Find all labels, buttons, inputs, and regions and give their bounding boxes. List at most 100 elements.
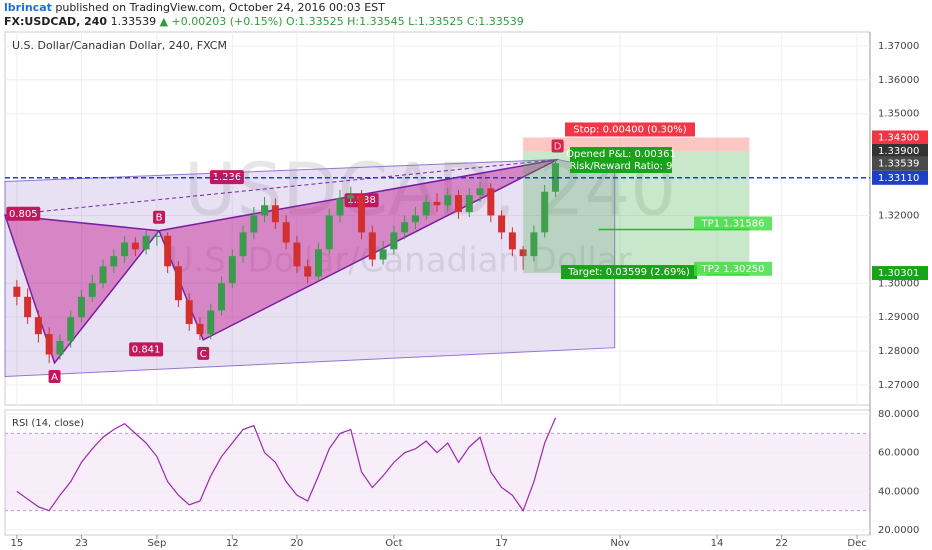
last: 1.33539 xyxy=(110,15,157,28)
point-label-box xyxy=(551,139,564,153)
candle-body xyxy=(379,249,387,260)
x-tick-label: 17 xyxy=(495,538,508,549)
x-tick-label: 14 xyxy=(711,538,724,549)
x-tick-label: 12 xyxy=(226,538,239,549)
y-tick-label: 80.0000 xyxy=(878,409,919,420)
candle-body xyxy=(541,191,549,233)
axis-label-box xyxy=(872,130,928,145)
candle-body xyxy=(465,195,473,213)
axis-label-box xyxy=(872,144,928,159)
candle-body xyxy=(99,266,107,284)
candle-body xyxy=(110,256,118,267)
candle-body xyxy=(336,198,344,216)
tp-label: TP2 1.30250 xyxy=(700,264,764,275)
axis-label: 1.34300 xyxy=(878,132,919,143)
y-tick-label: 1.36000 xyxy=(878,75,919,86)
tp-label: TP1 1.31586 xyxy=(700,218,764,229)
stop-text: Stop: 0.00400 (0.30%) xyxy=(573,124,686,135)
candle-body xyxy=(121,242,129,257)
candle-body xyxy=(24,296,32,318)
candle-body xyxy=(358,195,366,233)
point-label-box xyxy=(153,210,166,224)
x-tick-label: Oct xyxy=(385,538,402,549)
pattern-leg xyxy=(4,159,558,216)
x-tick-label: Sep xyxy=(147,538,166,549)
rr-text: Risk/Reward Ratio: 9 xyxy=(569,161,672,172)
point-label: A xyxy=(51,372,58,383)
axis-label: 1.33110 xyxy=(878,173,919,184)
point-label-box xyxy=(48,369,61,383)
point-label: D xyxy=(554,141,562,152)
candle-body xyxy=(239,232,247,257)
rsi-band xyxy=(5,433,870,511)
pnl-box xyxy=(570,147,672,174)
y-tick-label: 1.35000 xyxy=(878,109,919,120)
x-tick-label: 22 xyxy=(775,538,788,549)
candle-body xyxy=(498,215,506,233)
candle-body xyxy=(304,266,312,277)
change: ▲ +0.00203 (+0.15%) xyxy=(159,15,283,28)
point-label: B xyxy=(156,213,163,224)
y-tick-label: 60.0000 xyxy=(878,448,919,459)
axis-label-box xyxy=(872,156,928,171)
candle-body xyxy=(444,195,452,206)
axis-label: 1.33900 xyxy=(878,146,919,157)
ratio-box xyxy=(209,170,244,185)
target-text: Target: 0.03599 (2.69%) xyxy=(567,267,690,278)
x-tick-label: Dec xyxy=(847,538,866,549)
candle-body xyxy=(422,201,430,216)
axis-label: 1.30301 xyxy=(878,268,919,279)
candle-body xyxy=(67,317,75,341)
ohlc: O:1.33525 H:1.33545 L:1.33525 C:1.33539 xyxy=(285,15,524,28)
candle-body xyxy=(390,232,398,250)
x-tick-label: 20 xyxy=(291,538,304,549)
rsi-line xyxy=(16,417,557,512)
candle-body xyxy=(314,249,322,277)
y-tick-label: 1.29000 xyxy=(878,312,919,323)
candle-body xyxy=(261,205,269,216)
candle-body xyxy=(368,232,376,260)
tp-label-box xyxy=(694,216,772,231)
candle-body xyxy=(271,205,279,223)
candle-body xyxy=(164,235,172,267)
header: lbrincat published on TradingView.com, O… xyxy=(4,1,524,29)
y-tick-label: 1.32000 xyxy=(878,210,919,221)
y-tick-label: 1.37000 xyxy=(878,41,919,52)
point-label: C xyxy=(200,349,207,360)
y-tick-label: 20.0000 xyxy=(878,525,919,536)
candle-body xyxy=(196,323,204,335)
x-tick-label: 15 xyxy=(10,538,23,549)
candle-body xyxy=(530,232,538,257)
candle-body xyxy=(13,286,21,297)
stop-text-box xyxy=(565,122,695,137)
candle-body xyxy=(347,195,355,199)
y-tick-label: 1.28000 xyxy=(878,346,919,357)
axis-label-box xyxy=(872,170,928,185)
candle-body xyxy=(142,235,150,250)
candle-body xyxy=(487,188,495,216)
target-text-box xyxy=(561,265,697,280)
ratio-box xyxy=(6,206,41,221)
axis-label: 1.33539 xyxy=(878,158,919,169)
tp-label-box xyxy=(694,261,772,276)
published: published on TradingView.com, October 24… xyxy=(55,1,385,14)
candle-body xyxy=(88,283,96,297)
rsi-title: RSI (14, close) xyxy=(12,418,84,429)
x-tick-label: 23 xyxy=(75,538,88,549)
candle-body xyxy=(174,266,182,301)
candle-body xyxy=(131,242,139,250)
x-tick-label: Nov xyxy=(610,538,630,549)
header-line: lbrincat published on TradingView.com, O… xyxy=(4,1,524,15)
candle-body xyxy=(476,188,484,196)
header-line: FX:USDCAD, 240 1.33539 ▲ +0.00203 (+0.15… xyxy=(4,15,524,29)
y-tick-label: 1.27000 xyxy=(878,380,919,391)
candle-body xyxy=(411,215,419,223)
ratio-box xyxy=(129,342,164,357)
candle-body xyxy=(153,235,161,237)
candle-body xyxy=(293,242,301,267)
candle-body xyxy=(45,334,53,355)
candle-body xyxy=(508,232,516,250)
pattern-triangle xyxy=(3,214,161,365)
